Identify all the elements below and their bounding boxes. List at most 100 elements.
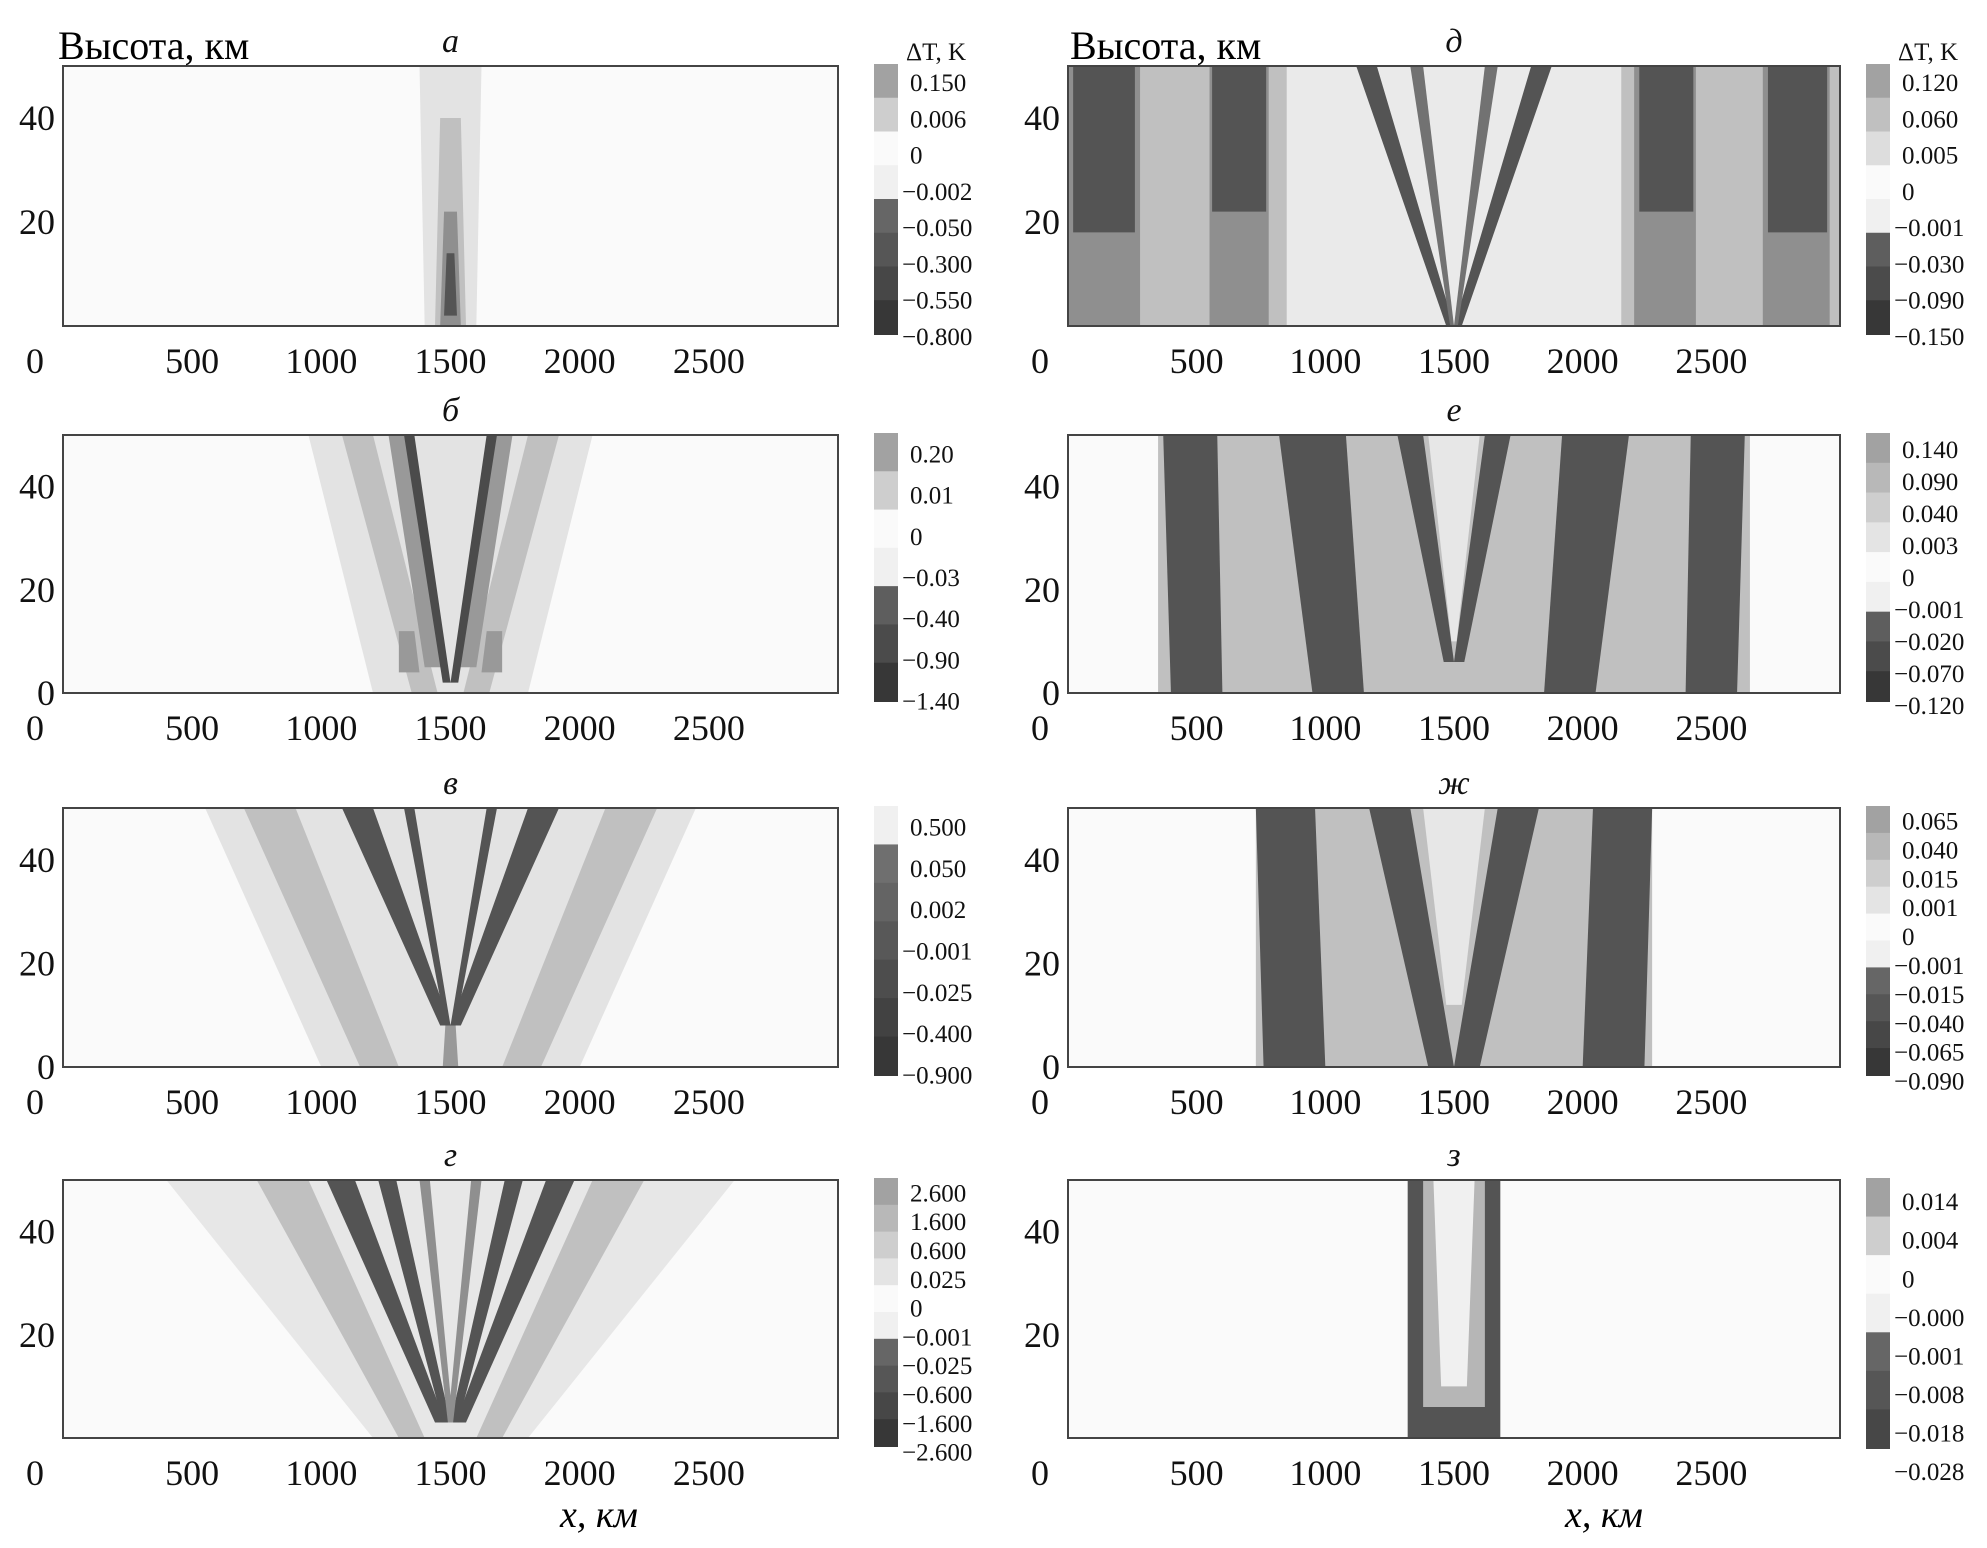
- colorbar-tick-label: 0.005: [1902, 143, 1958, 170]
- contour-region: [1279, 435, 1364, 693]
- x-tick-label: 2500: [673, 1453, 745, 1493]
- contour-region: [1582, 808, 1653, 1067]
- colorbar-tick-label: 0.060: [1902, 106, 1958, 133]
- colorbar-segment: [874, 1285, 898, 1313]
- y-tick-label: 20: [19, 202, 55, 242]
- colorbar-segment: [1866, 131, 1890, 167]
- colorbar-segment: [874, 131, 898, 167]
- x-axis-label-left: x, км: [560, 1494, 638, 1536]
- colorbar-tick-label: 0: [1902, 179, 1915, 206]
- contour-region: [326, 1180, 446, 1423]
- colorbar-segment: [874, 509, 898, 549]
- colorbar-tick-label: −0.03: [902, 565, 960, 592]
- colorbar-tick-label: −0.018: [1894, 1421, 1964, 1448]
- colorbar-segment: [874, 1365, 898, 1394]
- contour-region: [1454, 435, 1511, 663]
- colorbar-segment: [1866, 300, 1890, 335]
- contour-region: [1428, 435, 1480, 642]
- plot-frame: [1067, 807, 1841, 1068]
- colorbar-tick-label: −0.550: [902, 288, 972, 315]
- colorbar-segment: [874, 806, 898, 846]
- contour-fill: [1158, 435, 1750, 693]
- contour-region: [455, 1180, 575, 1423]
- colorbar-segment: [874, 1036, 898, 1076]
- y-tick-label: 20: [1024, 570, 1060, 610]
- contour-fill: [419, 66, 482, 326]
- colorbar-title: ΔT, K: [906, 39, 966, 66]
- colorbar-segment: [1866, 232, 1890, 268]
- colorbar-segment: [874, 959, 898, 1000]
- panel-label: в: [443, 765, 458, 802]
- colorbar-tick-label: −0.001: [902, 1324, 972, 1351]
- colorbar-tick-label: 0: [1902, 924, 1915, 951]
- y-tick-label: 40: [19, 467, 55, 507]
- colorbar-tick-label: −0.800: [902, 324, 972, 351]
- colorbar-tick-label: −0.001: [1894, 953, 1964, 980]
- y-tick-label: 40: [19, 840, 55, 880]
- colorbar-segment: [1866, 671, 1890, 702]
- colorbar-segment: [874, 199, 898, 234]
- colorbar-tick-label: −0.025: [902, 980, 972, 1007]
- contour-fill: [1255, 808, 1653, 1067]
- colorbar-tick-label: 0: [910, 524, 923, 551]
- contour-fill: [205, 808, 696, 1067]
- colorbar-tick-label: −0.090: [1894, 1069, 1964, 1096]
- x-tick-label: 2000: [1547, 1082, 1619, 1122]
- y-tick-label: 20: [19, 1315, 55, 1355]
- y-tick-label: 40: [1024, 840, 1060, 880]
- colorbar-segment: [1866, 1370, 1890, 1411]
- contour-region: [481, 631, 503, 673]
- contour-region: [1454, 66, 1552, 326]
- colorbar-tick-label: −2.600: [902, 1440, 972, 1467]
- panel-3: в 0 500 1000 1500 2000 2500 0 20 40 0.500 0.050 0.00…: [19, 765, 972, 1122]
- colorbar-tick-label: 0.150: [910, 70, 966, 97]
- colorbar-segment: [1866, 859, 1890, 888]
- plot-frame: [62, 65, 839, 327]
- colorbar-tick-label: 0.003: [1902, 533, 1958, 560]
- colorbar-tick-label: −0.600: [902, 1382, 972, 1409]
- colorbar-tick-label: 0.015: [1902, 866, 1958, 893]
- y-tick-label: 0: [1042, 673, 1060, 713]
- y-tick-label: 40: [19, 1212, 55, 1252]
- panel-5: д 0 500 1000 1500 2000 2500 20 40 ΔT, K 0.120 0.060…: [1024, 23, 1964, 381]
- contour-region: [1356, 66, 1454, 326]
- colorbar-segment: [874, 1392, 898, 1421]
- colorbar-tick-label: −0.015: [1894, 982, 1964, 1009]
- panel-6: е 0 500 1000 1500 2000 2500 0 20 40 0.140 0.090 0.04…: [1024, 392, 1964, 748]
- colorbar-segment: [1866, 97, 1890, 133]
- colorbar-tick-label: 0.090: [1902, 469, 1958, 496]
- colorbar-tick-label: −0.001: [902, 939, 972, 966]
- panel-1: а 0 500 1000 1500 2000 2500 20 40 ΔT, K 0.150 0.006…: [19, 23, 972, 381]
- panel-label: а: [442, 23, 459, 60]
- x-tick-label: 2500: [1675, 708, 1747, 748]
- colorbar-tick-label: 0.025: [910, 1267, 966, 1294]
- y-axis-label-a: Высота, км: [58, 23, 250, 68]
- panel-8: з 0 500 1000 1500 2000 2500 20 40 0.014 0.004 0 −0.0…: [1024, 1137, 1964, 1493]
- colorbar-tick-label: 0.065: [1902, 808, 1958, 835]
- colorbar-segment: [1866, 806, 1890, 834]
- contour-region: [398, 631, 420, 673]
- colorbar-tick-label: −0.002: [902, 179, 972, 206]
- x-tick-label: 1500: [415, 341, 487, 381]
- colorbar-tick-label: −0.090: [1894, 288, 1964, 315]
- colorbar-segment: [1866, 581, 1890, 613]
- y-tick-label: 20: [1024, 202, 1060, 242]
- colorbar-tick-label: 0.040: [1902, 837, 1958, 864]
- colorbar-tick-label: 0.014: [1902, 1189, 1959, 1216]
- colorbar-tick-label: 0: [1902, 1266, 1915, 1293]
- colorbar-tick-label: 0.004: [1902, 1228, 1959, 1255]
- plot-frame: [1067, 65, 1841, 327]
- colorbar-segment: [874, 662, 898, 702]
- contour-region: [1163, 435, 1223, 693]
- panel-label: ж: [1438, 765, 1470, 802]
- y-axis-label-d: Высота, км: [1070, 23, 1262, 68]
- contour-region: [1685, 435, 1745, 693]
- y-tick-label: 40: [19, 98, 55, 138]
- colorbar-tick-label: −0.028: [1894, 1459, 1964, 1486]
- y-tick-label: 40: [1024, 1212, 1060, 1252]
- contour-region: [442, 1025, 459, 1067]
- panel-label: б: [442, 392, 461, 429]
- x-axis-label-right: x, км: [1565, 1494, 1643, 1536]
- colorbar-segment: [1866, 1255, 1890, 1295]
